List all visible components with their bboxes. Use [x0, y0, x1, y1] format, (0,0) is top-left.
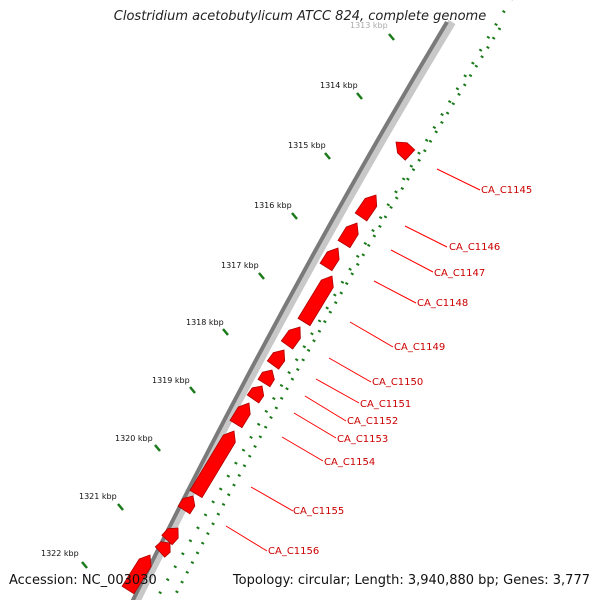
scale-tick [324, 152, 331, 160]
genome-backbone [130, 20, 449, 600]
gene-arrow[interactable] [297, 275, 334, 327]
gene-arrow[interactable] [161, 527, 179, 546]
gene-leader-line [293, 412, 337, 439]
gene-leader-line [328, 357, 372, 383]
scale-tick [222, 328, 229, 336]
gene-label[interactable]: CA_C1150 [372, 377, 423, 388]
scale-label: 1322 kbp [41, 549, 79, 558]
scale-label: 1317 kbp [221, 261, 259, 270]
gene-label[interactable]: CA_C1151 [360, 399, 411, 410]
scale-tick [154, 444, 161, 452]
scale-tick [388, 33, 395, 41]
scale-tick [258, 272, 265, 280]
gene-label[interactable]: CA_C1146 [449, 242, 500, 253]
scale-label: 1320 kbp [115, 434, 153, 443]
gene-label[interactable]: CA_C1156 [268, 546, 319, 557]
gene-leader-line [404, 225, 448, 248]
scale-tick [81, 561, 88, 569]
gene-leader-line [281, 436, 324, 462]
scale-tick [117, 503, 124, 511]
gene-label[interactable]: CA_C1147 [434, 268, 485, 279]
scale-label: 1321 kbp [79, 492, 117, 501]
gene-leader-line [225, 525, 268, 552]
scale-tick [291, 212, 298, 220]
scale-tick [356, 92, 363, 100]
gene-arrow[interactable] [354, 194, 378, 222]
scale-label: 1319 kbp [152, 376, 190, 385]
gene-arrow[interactable] [266, 349, 286, 370]
gene-leader-line [436, 168, 481, 191]
gene-label[interactable]: CA_C1145 [481, 185, 532, 196]
map-title: Clostridium acetobutylicum ATCC 824, com… [113, 9, 487, 24]
accession-label: Accession: NC_003030 [9, 573, 157, 588]
gene-arrow[interactable] [257, 369, 275, 388]
gene-leader-line [373, 280, 417, 304]
gene-label[interactable]: CA_C1153 [337, 434, 388, 445]
scale-tick [189, 386, 196, 394]
gene-label[interactable]: CA_C1148 [417, 298, 468, 309]
gene-leader-line [390, 249, 434, 273]
gene-arrow[interactable] [154, 541, 171, 558]
gene-label[interactable]: CA_C1149 [394, 342, 445, 353]
gene-arrow[interactable] [280, 326, 301, 350]
gene-arrow[interactable] [229, 402, 251, 429]
gene-arrow[interactable] [319, 247, 340, 272]
scale-label: 1315 kbp [288, 141, 326, 150]
scale-label: 1318 kbp [186, 318, 224, 327]
backbone-shadow [132, 19, 456, 600]
gene-arrow[interactable] [246, 385, 265, 404]
gene-arrow[interactable] [121, 554, 152, 595]
gene-label[interactable]: CA_C1155 [293, 506, 344, 517]
gene-label[interactable]: CA_C1154 [324, 457, 375, 468]
gene-leader-line [315, 378, 360, 404]
gene-label[interactable]: CA_C1152 [347, 416, 398, 427]
scale-label: 1314 kbp [320, 81, 358, 90]
gene-arrow[interactable] [189, 430, 236, 499]
scale-label: 1313 kbp [350, 21, 388, 30]
gene-leader-line [304, 395, 347, 422]
gene-leader-line [349, 321, 394, 348]
scale-label: 1316 kbp [254, 201, 292, 210]
topology-label: Topology: circular; Length: 3,940,880 bp… [232, 573, 590, 588]
gene-leader-line [250, 486, 294, 512]
gene-arrow[interactable] [177, 495, 196, 515]
gene-arrow[interactable] [337, 222, 359, 249]
gene-arrow[interactable] [395, 141, 416, 161]
